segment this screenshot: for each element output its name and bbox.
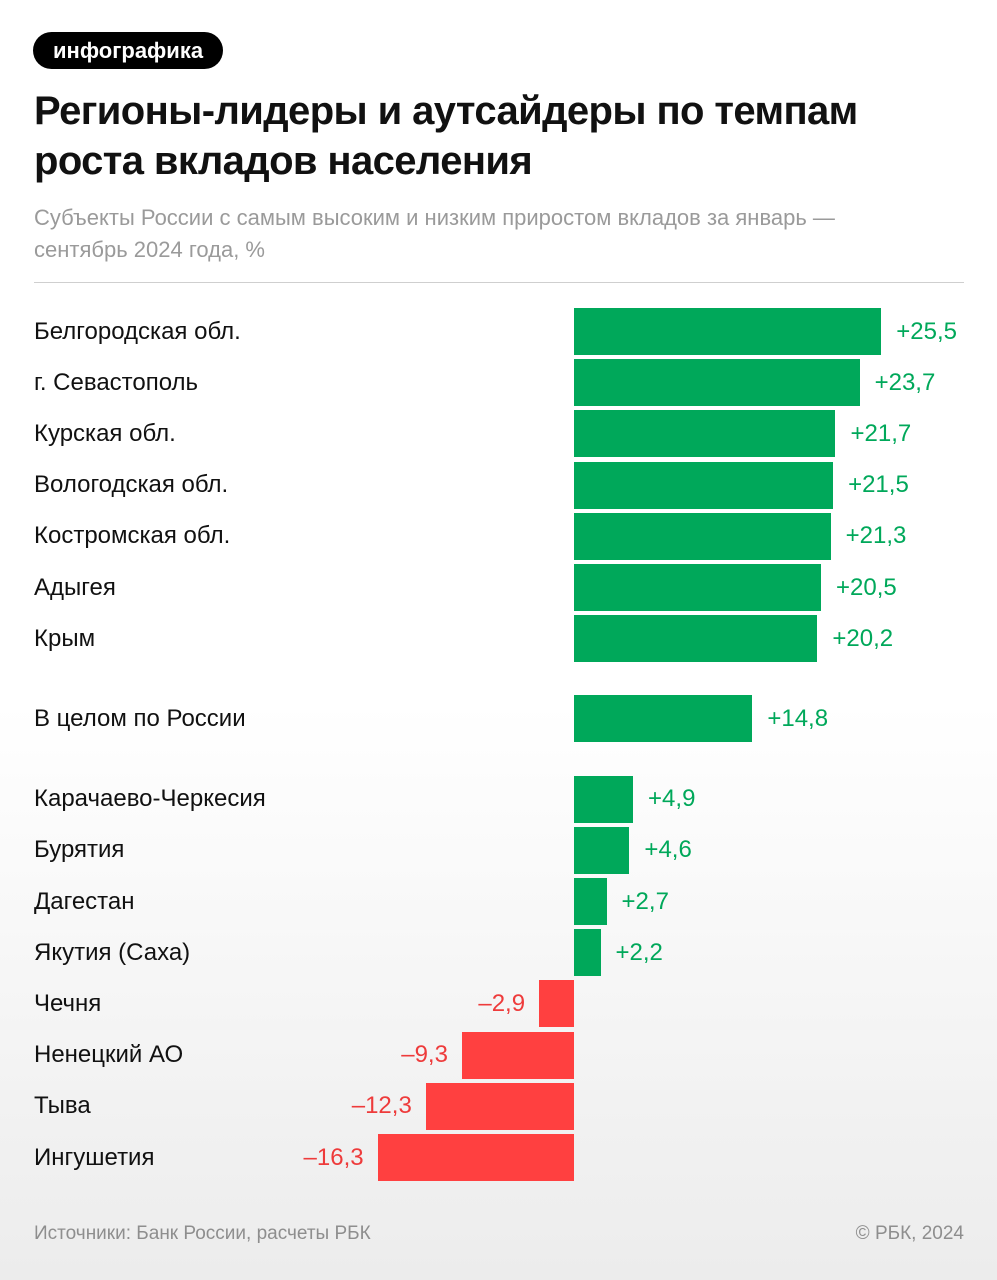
data-label: +25,5 [896,317,957,345]
data-label: –16,3 [303,1143,364,1171]
category-label: Ненецкий АО [34,1041,184,1069]
category-label: Бурятия [34,836,125,864]
data-label: +23,7 [874,368,936,396]
data-label: +20,5 [836,573,897,601]
bar [425,1082,574,1130]
data-label: +2,2 [615,938,663,966]
data-label: –2,9 [478,989,526,1017]
bar [574,461,834,509]
bar [574,512,831,560]
bar [574,775,634,823]
category-label: Крым [34,624,96,652]
bar [539,980,574,1028]
bar [377,1134,574,1181]
data-label: +21,3 [845,522,907,550]
category-label: г. Севастополь [34,368,199,396]
category-label: Дагестан [34,887,135,915]
bar [574,826,630,874]
category-label: Чечня [34,989,102,1017]
bar [574,410,836,458]
data-label: +21,7 [850,419,912,447]
category-label: Якутия (Саха) [34,938,191,966]
data-label: +4,6 [644,836,692,864]
category-label: Карачаево-Черкесия [34,785,266,813]
data-label: –9,3 [401,1041,448,1069]
category-label: В целом по России [34,704,246,732]
category-label: Курская обл. [34,419,176,447]
bar [574,308,882,355]
bar [574,695,753,743]
chart-title: Регионы-лидеры и аутсайдеры по темпам ро… [34,89,858,183]
chart-subtitle: Субъекты России с самым высоким и низким… [34,205,835,262]
data-label: +20,2 [832,624,894,652]
bar [574,564,822,611]
bar [574,878,607,925]
bar [574,929,601,977]
data-label: +21,5 [848,471,909,499]
category-label: Белгородская обл. [34,317,241,345]
bar [574,615,818,663]
infographic-badge: инфографика [33,32,224,69]
category-label: Вологодская обл. [34,471,229,499]
data-label: +4,9 [648,785,696,813]
data-label: +2,7 [621,887,669,915]
copyright-note: © РБК, 2024 [855,1223,964,1244]
category-label: Костромская обл. [34,522,231,550]
source-note: Источники: Банк России, расчеты РБК [34,1223,371,1244]
data-label: –12,3 [351,1092,412,1120]
data-label: +14,8 [767,704,829,732]
bar [574,359,860,407]
category-label: Ингушетия [34,1143,155,1171]
header-divider [34,282,964,283]
category-label: Адыгея [34,573,116,601]
category-label: Тыва [34,1092,91,1120]
bar [461,1031,574,1079]
